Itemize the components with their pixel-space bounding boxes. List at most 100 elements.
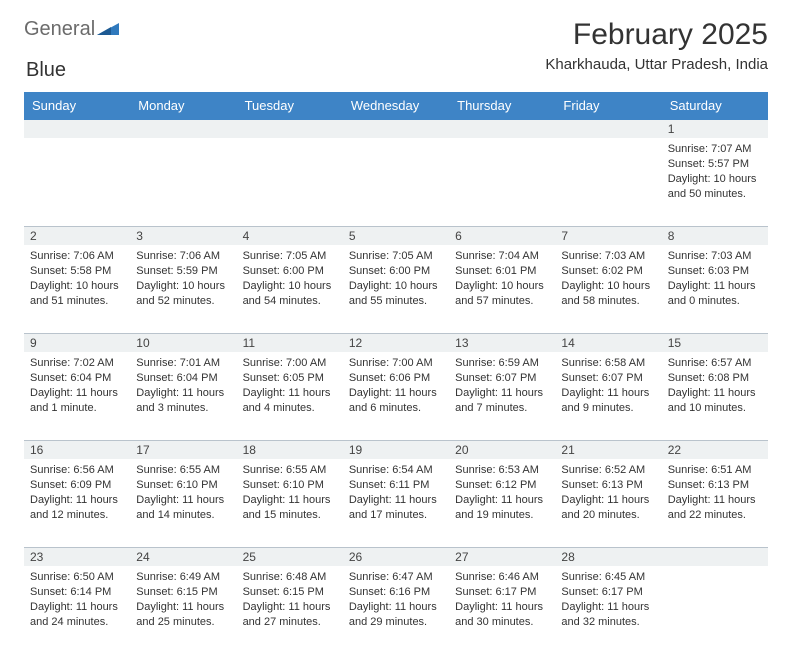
week-row: Sunrise: 7:02 AMSunset: 6:04 PMDaylight:…	[24, 352, 768, 440]
sunrise-text: Sunrise: 6:47 AM	[349, 570, 443, 585]
day-cell: Sunrise: 6:46 AMSunset: 6:17 PMDaylight:…	[449, 566, 555, 654]
day-cell	[130, 138, 236, 226]
dayname: Tuesday	[237, 92, 343, 120]
daylight-text: Daylight: 11 hours and 32 minutes.	[561, 600, 655, 630]
day-number: 7	[555, 227, 661, 245]
day-number	[555, 120, 661, 138]
sunset-text: Sunset: 6:08 PM	[668, 371, 762, 386]
day-cell: Sunrise: 6:57 AMSunset: 6:08 PMDaylight:…	[662, 352, 768, 440]
day-number: 8	[662, 227, 768, 245]
day-cell: Sunrise: 6:47 AMSunset: 6:16 PMDaylight:…	[343, 566, 449, 654]
dayname: Wednesday	[343, 92, 449, 120]
day-number: 21	[555, 441, 661, 459]
day-cell: Sunrise: 7:06 AMSunset: 5:59 PMDaylight:…	[130, 245, 236, 333]
day-number: 6	[449, 227, 555, 245]
sunset-text: Sunset: 6:13 PM	[561, 478, 655, 493]
day-cell: Sunrise: 6:49 AMSunset: 6:15 PMDaylight:…	[130, 566, 236, 654]
daylight-text: Daylight: 11 hours and 15 minutes.	[243, 493, 337, 523]
day-number: 4	[237, 227, 343, 245]
day-cell	[449, 138, 555, 226]
dayname: Thursday	[449, 92, 555, 120]
day-number: 18	[237, 441, 343, 459]
day-number: 9	[24, 334, 130, 352]
sunset-text: Sunset: 6:04 PM	[136, 371, 230, 386]
day-number: 15	[662, 334, 768, 352]
calendar-body: 1Sunrise: 7:07 AMSunset: 5:57 PMDaylight…	[24, 120, 768, 654]
daylight-text: Daylight: 11 hours and 6 minutes.	[349, 386, 443, 416]
week-row: Sunrise: 6:56 AMSunset: 6:09 PMDaylight:…	[24, 459, 768, 547]
sunrise-text: Sunrise: 6:56 AM	[30, 463, 124, 478]
day-number: 10	[130, 334, 236, 352]
logo-icon	[97, 18, 119, 41]
day-cell: Sunrise: 6:50 AMSunset: 6:14 PMDaylight:…	[24, 566, 130, 654]
day-number: 13	[449, 334, 555, 352]
daylight-text: Daylight: 11 hours and 25 minutes.	[136, 600, 230, 630]
calendar-header: Sunday Monday Tuesday Wednesday Thursday…	[24, 92, 768, 120]
sunset-text: Sunset: 6:02 PM	[561, 264, 655, 279]
sunrise-text: Sunrise: 7:05 AM	[349, 249, 443, 264]
sunset-text: Sunset: 6:16 PM	[349, 585, 443, 600]
sunrise-text: Sunrise: 7:01 AM	[136, 356, 230, 371]
logo: General	[24, 18, 120, 41]
day-number: 2	[24, 227, 130, 245]
title-block: February 2025 Kharkhauda, Uttar Pradesh,…	[545, 18, 768, 73]
page-title: February 2025	[545, 18, 768, 52]
day-cell: Sunrise: 7:05 AMSunset: 6:00 PMDaylight:…	[237, 245, 343, 333]
day-cell: Sunrise: 6:51 AMSunset: 6:13 PMDaylight:…	[662, 459, 768, 547]
daylight-text: Daylight: 10 hours and 52 minutes.	[136, 279, 230, 309]
sunset-text: Sunset: 6:17 PM	[561, 585, 655, 600]
sunset-text: Sunset: 6:07 PM	[455, 371, 549, 386]
sunrise-text: Sunrise: 6:52 AM	[561, 463, 655, 478]
sunrise-text: Sunrise: 7:06 AM	[30, 249, 124, 264]
daylight-text: Daylight: 11 hours and 12 minutes.	[30, 493, 124, 523]
day-number: 5	[343, 227, 449, 245]
sunrise-text: Sunrise: 6:54 AM	[349, 463, 443, 478]
sunrise-text: Sunrise: 7:00 AM	[243, 356, 337, 371]
sunset-text: Sunset: 6:09 PM	[30, 478, 124, 493]
daynum-row: 9101112131415	[24, 333, 768, 352]
day-number: 16	[24, 441, 130, 459]
daylight-text: Daylight: 11 hours and 20 minutes.	[561, 493, 655, 523]
dayname: Sunday	[24, 92, 130, 120]
daylight-text: Daylight: 11 hours and 0 minutes.	[668, 279, 762, 309]
sunrise-text: Sunrise: 7:04 AM	[455, 249, 549, 264]
day-number: 14	[555, 334, 661, 352]
day-number	[662, 548, 768, 566]
day-cell: Sunrise: 6:55 AMSunset: 6:10 PMDaylight:…	[130, 459, 236, 547]
daylight-text: Daylight: 11 hours and 10 minutes.	[668, 386, 762, 416]
day-cell: Sunrise: 7:00 AMSunset: 6:05 PMDaylight:…	[237, 352, 343, 440]
sunset-text: Sunset: 6:12 PM	[455, 478, 549, 493]
daylight-text: Daylight: 11 hours and 14 minutes.	[136, 493, 230, 523]
sunrise-text: Sunrise: 7:05 AM	[243, 249, 337, 264]
day-cell: Sunrise: 7:02 AMSunset: 6:04 PMDaylight:…	[24, 352, 130, 440]
sunrise-text: Sunrise: 6:45 AM	[561, 570, 655, 585]
sunrise-text: Sunrise: 6:49 AM	[136, 570, 230, 585]
sunset-text: Sunset: 6:11 PM	[349, 478, 443, 493]
day-cell: Sunrise: 7:04 AMSunset: 6:01 PMDaylight:…	[449, 245, 555, 333]
calendar: Sunday Monday Tuesday Wednesday Thursday…	[24, 92, 768, 654]
sunrise-text: Sunrise: 6:55 AM	[243, 463, 337, 478]
daynum-row: 232425262728	[24, 547, 768, 566]
week-row: Sunrise: 7:07 AMSunset: 5:57 PMDaylight:…	[24, 138, 768, 226]
day-cell	[555, 138, 661, 226]
day-cell	[237, 138, 343, 226]
daylight-text: Daylight: 11 hours and 27 minutes.	[243, 600, 337, 630]
daylight-text: Daylight: 11 hours and 4 minutes.	[243, 386, 337, 416]
day-number	[343, 120, 449, 138]
day-cell: Sunrise: 6:59 AMSunset: 6:07 PMDaylight:…	[449, 352, 555, 440]
day-cell: Sunrise: 7:03 AMSunset: 6:03 PMDaylight:…	[662, 245, 768, 333]
daylight-text: Daylight: 11 hours and 29 minutes.	[349, 600, 443, 630]
day-number: 1	[662, 120, 768, 138]
page-subtitle: Kharkhauda, Uttar Pradesh, India	[545, 56, 768, 73]
daylight-text: Daylight: 11 hours and 17 minutes.	[349, 493, 443, 523]
day-cell	[662, 566, 768, 654]
day-number: 23	[24, 548, 130, 566]
daynum-row: 1	[24, 120, 768, 138]
day-cell: Sunrise: 7:01 AMSunset: 6:04 PMDaylight:…	[130, 352, 236, 440]
day-number	[237, 120, 343, 138]
sunset-text: Sunset: 6:15 PM	[136, 585, 230, 600]
daylight-text: Daylight: 10 hours and 51 minutes.	[30, 279, 124, 309]
daylight-text: Daylight: 10 hours and 57 minutes.	[455, 279, 549, 309]
day-number: 22	[662, 441, 768, 459]
daynum-row: 16171819202122	[24, 440, 768, 459]
